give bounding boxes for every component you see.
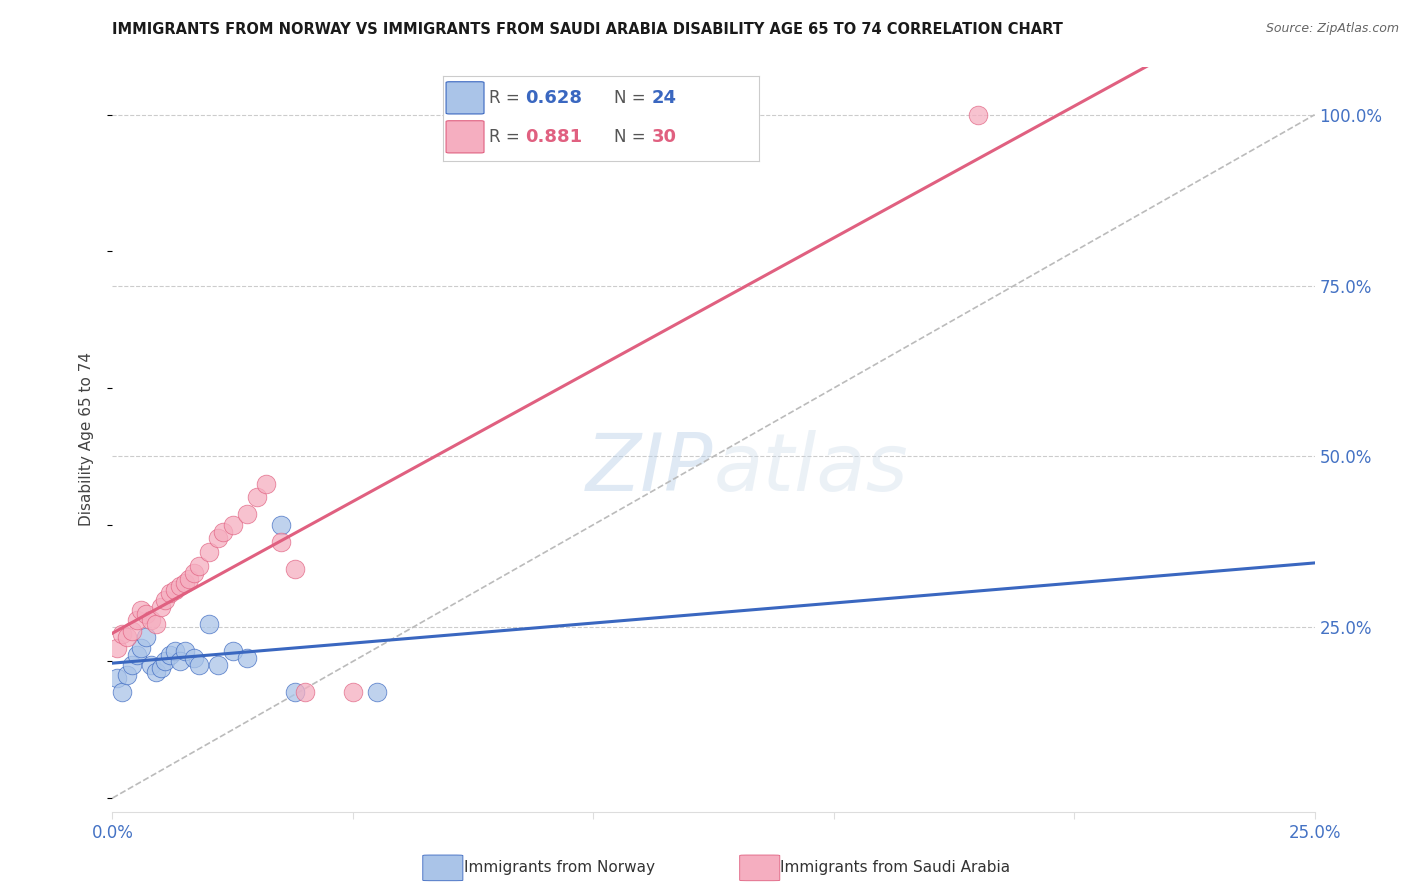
Point <box>159 648 181 662</box>
Point <box>111 627 134 641</box>
Point <box>149 599 172 614</box>
Point <box>145 665 167 679</box>
Point <box>163 644 186 658</box>
Point <box>139 614 162 628</box>
Point <box>125 614 148 628</box>
Point <box>207 657 229 672</box>
FancyBboxPatch shape <box>446 120 484 153</box>
Text: IMMIGRANTS FROM NORWAY VS IMMIGRANTS FROM SAUDI ARABIA DISABILITY AGE 65 TO 74 C: IMMIGRANTS FROM NORWAY VS IMMIGRANTS FRO… <box>112 22 1063 37</box>
Point <box>222 517 245 532</box>
Point <box>188 558 211 573</box>
Point <box>131 603 153 617</box>
Point <box>197 545 219 559</box>
Text: R =: R = <box>489 128 524 145</box>
Text: 30: 30 <box>652 128 676 145</box>
Point <box>149 661 172 675</box>
Text: 0.881: 0.881 <box>526 128 582 145</box>
Point <box>236 651 259 665</box>
Point <box>111 685 134 699</box>
Point <box>105 672 128 686</box>
Point <box>121 624 143 638</box>
Text: Source: ZipAtlas.com: Source: ZipAtlas.com <box>1265 22 1399 36</box>
Point <box>135 607 157 621</box>
Text: N =: N = <box>614 89 651 107</box>
Point <box>145 616 167 631</box>
Text: 0.628: 0.628 <box>526 89 582 107</box>
Point <box>270 534 292 549</box>
Point <box>173 575 195 590</box>
Point <box>188 657 211 672</box>
Point <box>115 631 138 645</box>
Point <box>159 586 181 600</box>
Text: Immigrants from Norway: Immigrants from Norway <box>464 860 655 875</box>
Point <box>967 108 990 122</box>
FancyBboxPatch shape <box>423 855 463 880</box>
Point <box>155 654 177 668</box>
Point <box>131 640 153 655</box>
Point <box>342 685 364 699</box>
Point <box>197 616 219 631</box>
Point <box>294 685 316 699</box>
FancyBboxPatch shape <box>446 82 484 114</box>
FancyBboxPatch shape <box>740 855 780 880</box>
Text: ZIP: ZIP <box>586 430 713 508</box>
Point <box>125 648 148 662</box>
Point <box>207 532 229 546</box>
Point <box>183 651 205 665</box>
Point <box>246 491 269 505</box>
Point <box>173 644 195 658</box>
Point <box>222 644 245 658</box>
Point <box>366 685 388 699</box>
Text: N =: N = <box>614 128 651 145</box>
Point <box>284 685 307 699</box>
Point <box>155 593 177 607</box>
Point <box>169 579 191 593</box>
Point <box>236 508 259 522</box>
Point <box>212 524 235 539</box>
Point <box>163 582 186 597</box>
Text: atlas: atlas <box>713 430 908 508</box>
Point <box>105 640 128 655</box>
Point <box>254 476 277 491</box>
Point <box>139 657 162 672</box>
Text: R =: R = <box>489 89 524 107</box>
Point <box>183 566 205 580</box>
Point <box>270 517 292 532</box>
Point <box>115 668 138 682</box>
Point <box>135 631 157 645</box>
Y-axis label: Disability Age 65 to 74: Disability Age 65 to 74 <box>79 352 94 526</box>
Point <box>169 654 191 668</box>
Text: Immigrants from Saudi Arabia: Immigrants from Saudi Arabia <box>780 860 1011 875</box>
Point <box>121 657 143 672</box>
Point <box>284 562 307 576</box>
Text: 24: 24 <box>652 89 676 107</box>
Point <box>179 573 201 587</box>
